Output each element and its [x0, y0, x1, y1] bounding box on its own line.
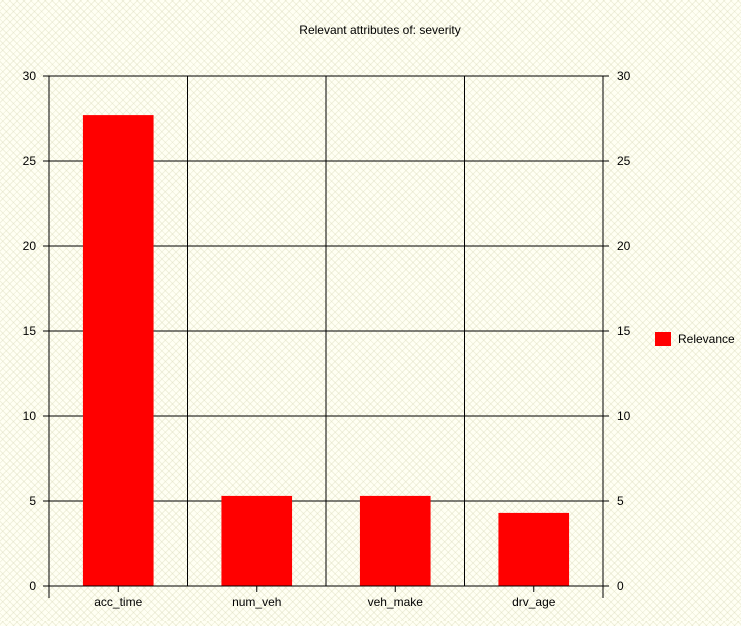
y-tick-label-left: 10	[23, 409, 37, 423]
bars	[82, 115, 570, 586]
y-tick-label-right: 5	[617, 494, 624, 508]
y-tick-label-right: 10	[617, 409, 631, 423]
x-tick-label: veh_make	[368, 595, 424, 609]
bar-drv-age	[498, 512, 570, 586]
chart-title: Relevant attributes of: severity	[299, 23, 460, 37]
legend-label-relevance: Relevance	[678, 332, 735, 346]
bar-acc-time	[82, 115, 154, 586]
y-tick-label-left: 25	[23, 154, 37, 168]
y-tick-label-right: 25	[617, 154, 631, 168]
y-tick-label-right: 30	[617, 69, 631, 83]
y-tick-label-left: 15	[23, 324, 37, 338]
x-tick-label: drv_age	[512, 595, 556, 609]
x-tick-label: acc_time	[94, 595, 142, 609]
x-tick-label: num_veh	[232, 595, 281, 609]
y-tick-label-right: 15	[617, 324, 631, 338]
y-tick-label-left: 5	[29, 494, 36, 508]
y-tick-label-left: 30	[23, 69, 37, 83]
legend: Relevance	[655, 332, 735, 346]
y-tick-label-right: 20	[617, 239, 631, 253]
bar-veh-make	[359, 495, 431, 586]
legend-swatch-relevance	[655, 332, 671, 346]
axes: 0 0 5 5 10 10 15 15 20 20 25 25 30 30 acc_time num_veh v…	[23, 69, 631, 609]
bar-num-veh	[221, 495, 293, 586]
y-tick-label-left: 0	[29, 579, 36, 593]
y-tick-label-left: 20	[23, 239, 37, 253]
y-tick-label-right: 0	[617, 579, 624, 593]
